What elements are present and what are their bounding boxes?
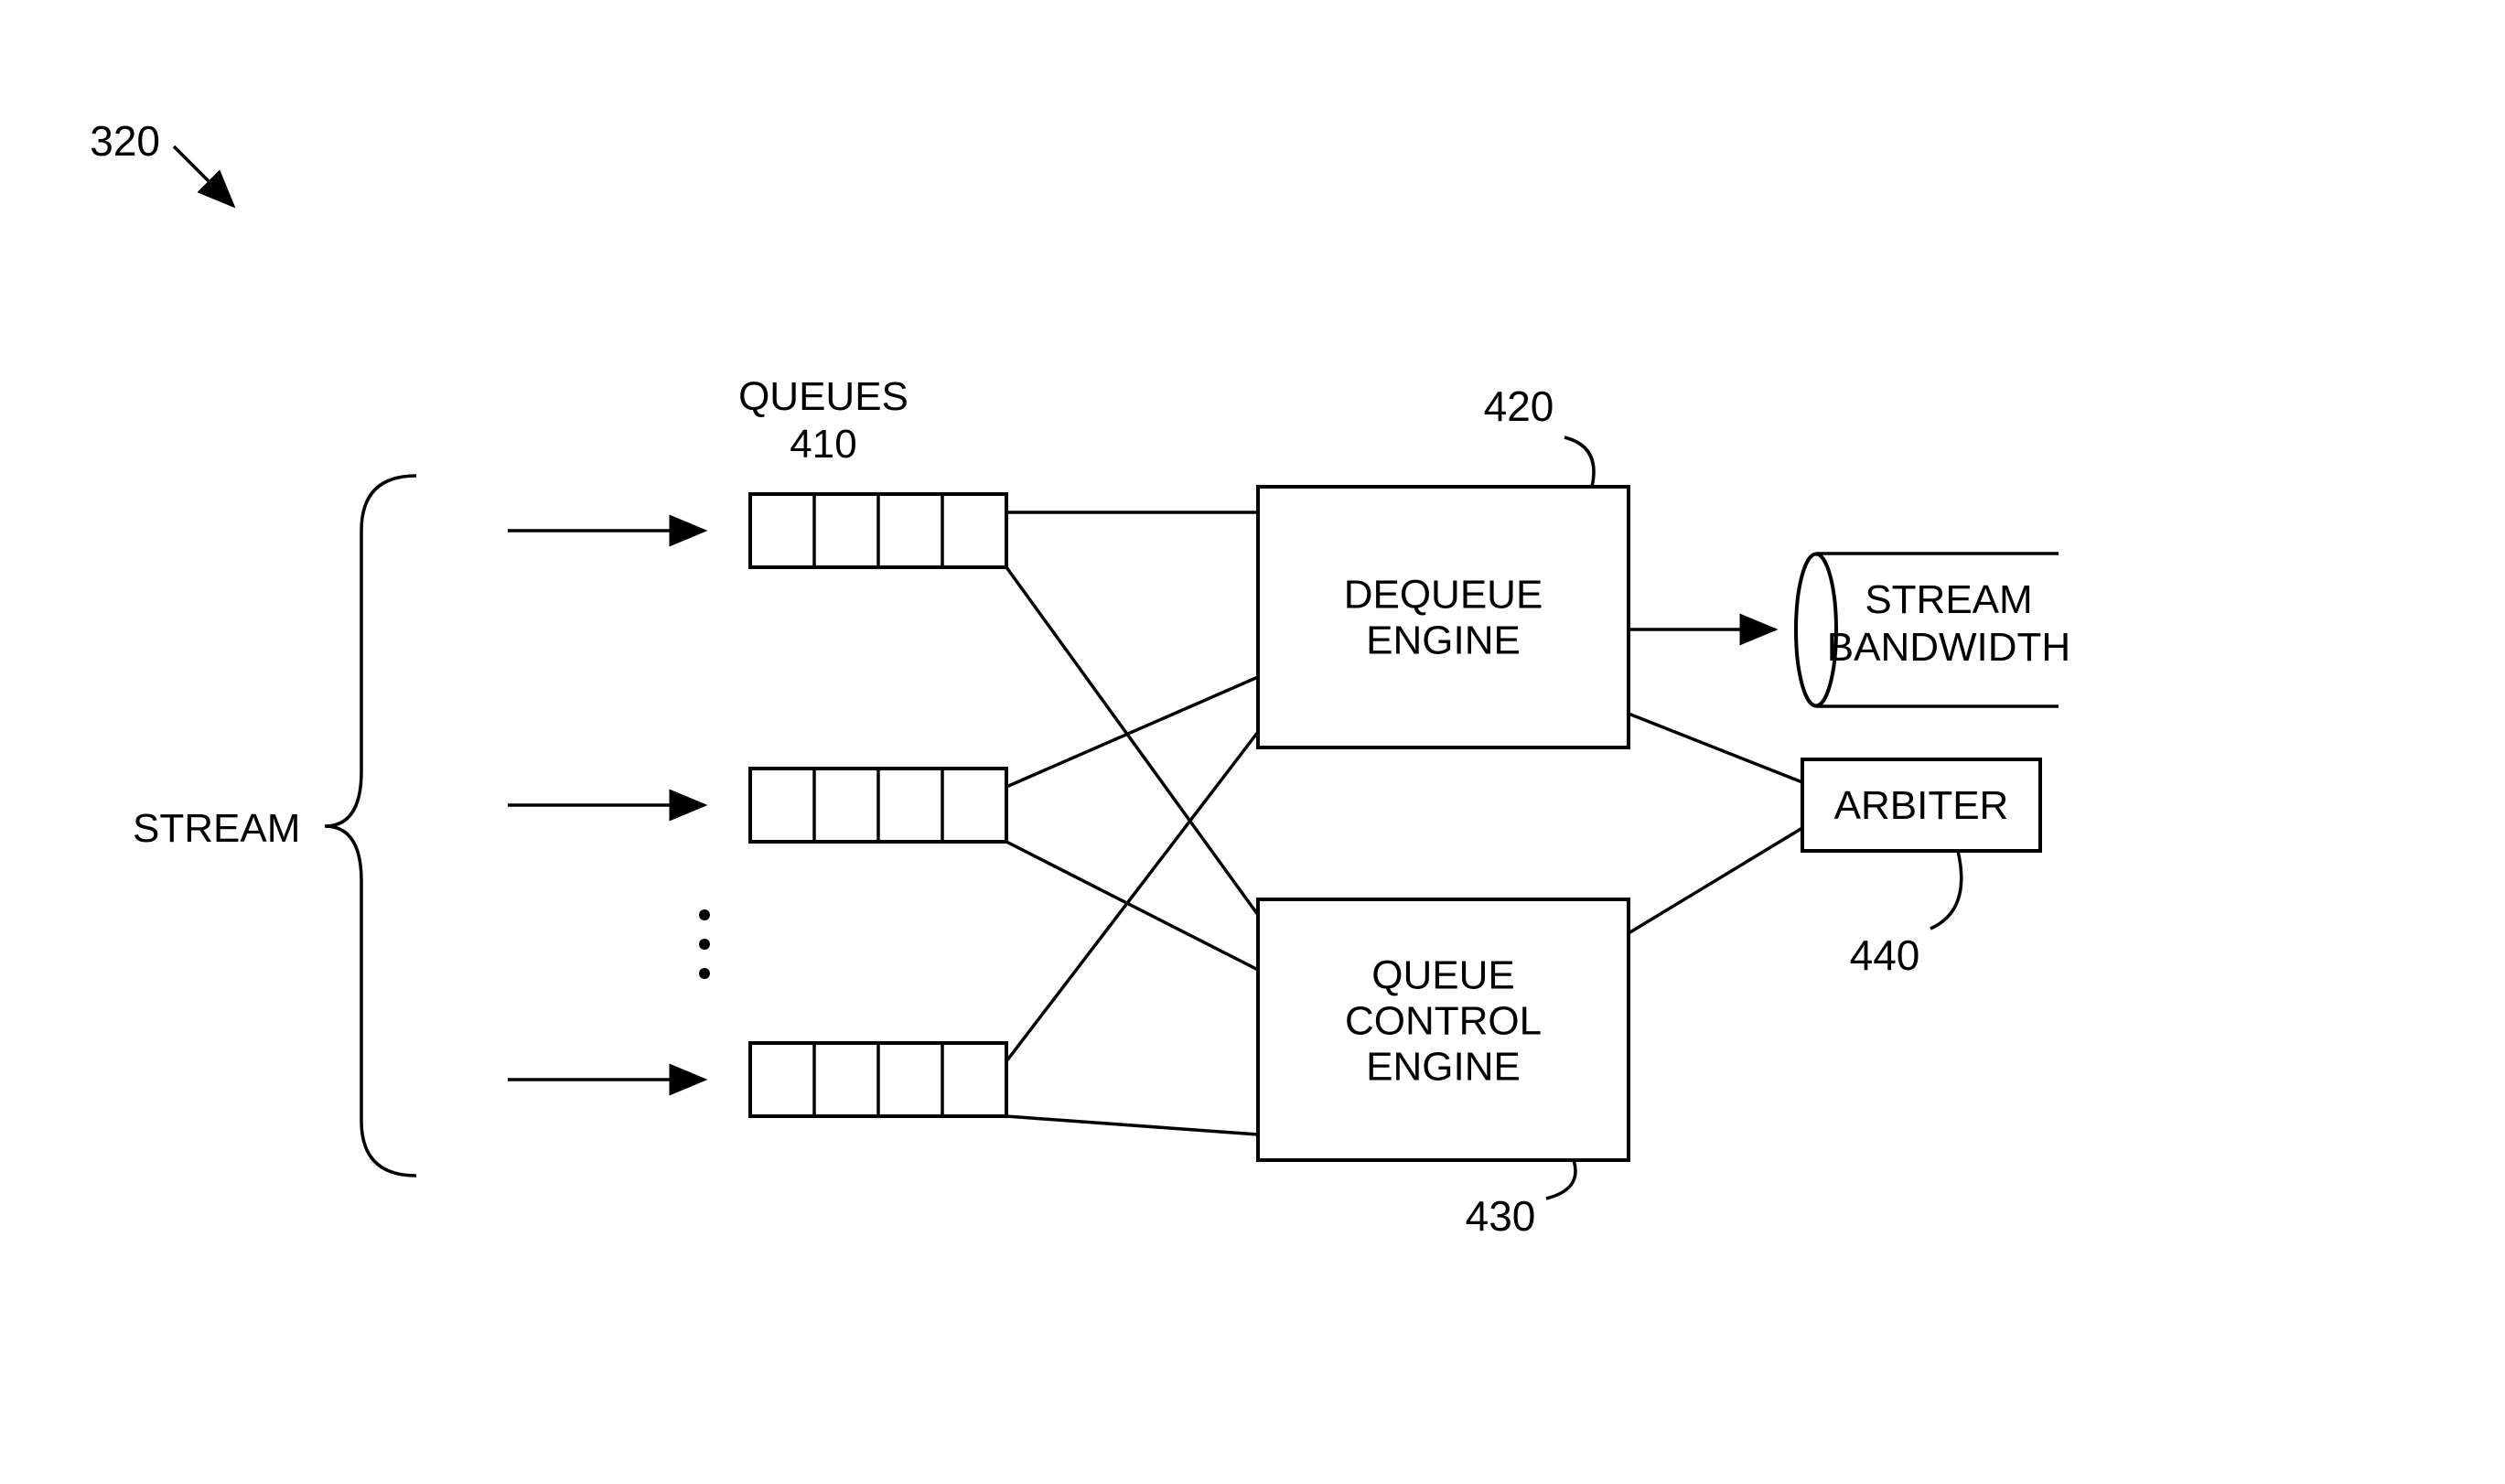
queues-group — [508, 494, 1006, 1116]
crossbar-line — [1006, 567, 1258, 915]
crossbar-lines — [1006, 512, 1258, 1135]
ellipsis-dot — [699, 909, 710, 920]
crossbar-line — [1006, 1116, 1258, 1135]
arbiter-ref-connector — [1930, 851, 1962, 929]
dequeue-engine-label-2: ENGINE — [1366, 618, 1521, 663]
queue-control-label-1: QUEUE — [1371, 953, 1514, 998]
ellipsis-dot — [699, 939, 710, 950]
queue-control-label-2: CONTROL — [1345, 999, 1542, 1044]
figure-ref-arrow — [174, 146, 233, 206]
brace — [325, 476, 416, 1176]
ellipsis — [699, 909, 710, 979]
arbiter-ref-label: 440 — [1850, 931, 1920, 979]
crossbar-line — [1006, 732, 1258, 1061]
pipe-label-2: BANDWIDTH — [1827, 625, 2070, 670]
qcontrol-ref-label: 430 — [1466, 1192, 1536, 1240]
figure-ref-label: 320 — [90, 117, 160, 165]
dequeue-to-arbiter-line — [1629, 714, 1802, 782]
queue-control-label-3: ENGINE — [1366, 1045, 1521, 1090]
qcontrol-ref-connector — [1546, 1160, 1575, 1199]
dequeue-ref-connector — [1564, 437, 1594, 487]
queues-header-line2: 410 — [790, 422, 856, 467]
arbiter-label: ARBITER — [1834, 783, 2009, 828]
queues-header-line1: QUEUES — [738, 374, 908, 419]
ellipsis-dot — [699, 968, 710, 979]
dequeue-engine-label-1: DEQUEUE — [1344, 573, 1543, 618]
dequeue-engine-box — [1258, 487, 1629, 747]
pipe-label-1: STREAM — [1865, 577, 2032, 622]
qcontrol-to-arbiter-line — [1629, 828, 1802, 933]
stream-label: STREAM — [133, 806, 300, 851]
dequeue-ref-label: 420 — [1484, 382, 1554, 430]
crossbar-line — [1006, 677, 1258, 787]
